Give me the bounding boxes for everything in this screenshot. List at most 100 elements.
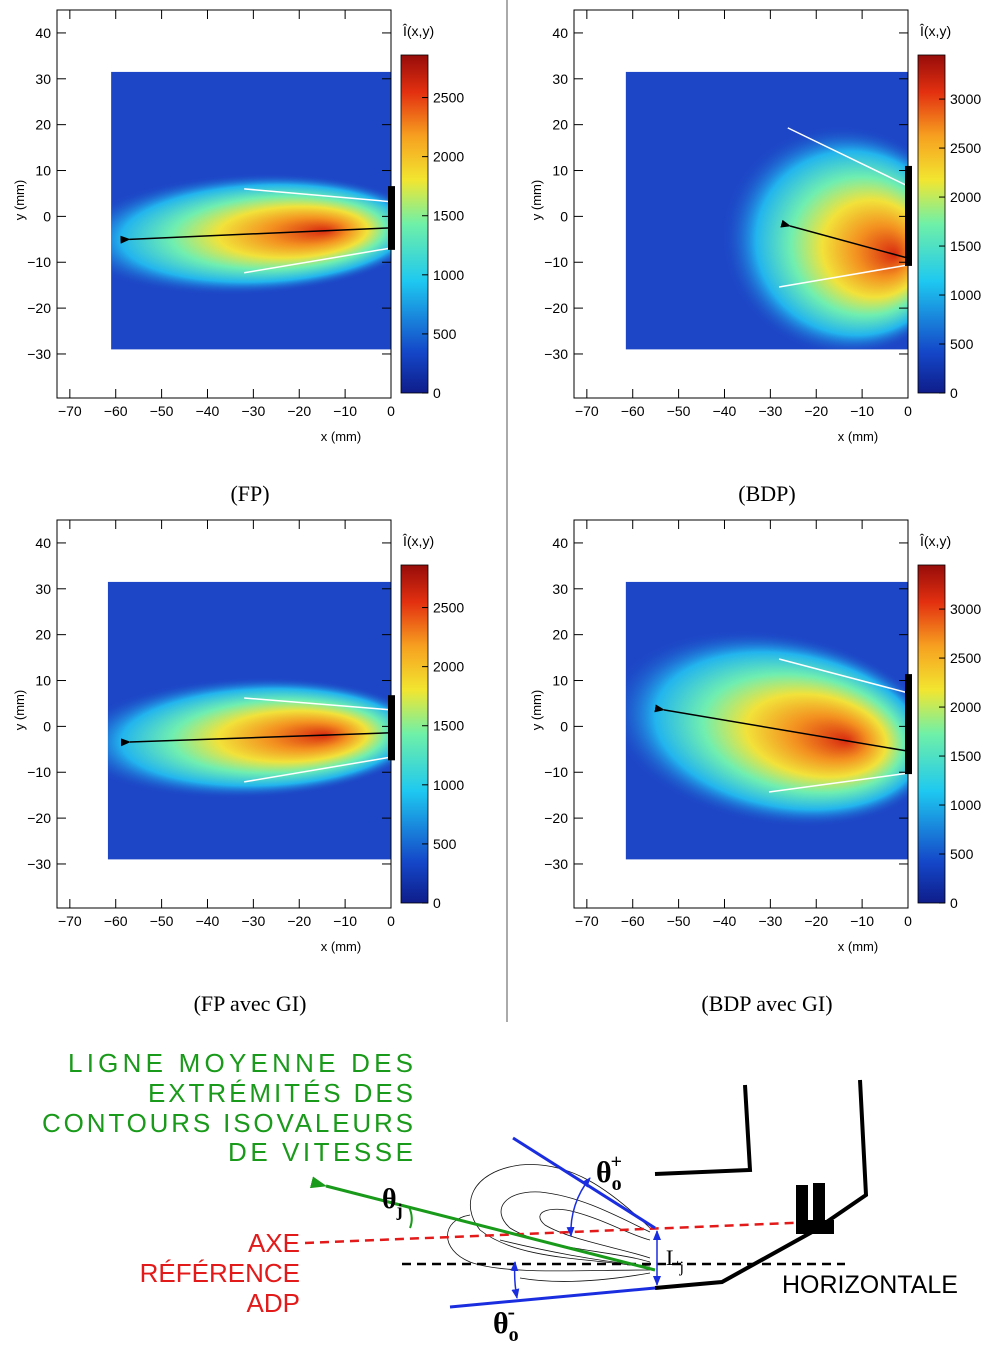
colorbar-tick-label: 2000 bbox=[950, 699, 981, 715]
y-tick-label: −20 bbox=[544, 810, 568, 826]
colorbar-tick-label: 0 bbox=[950, 895, 958, 911]
x-tick-label: −60 bbox=[621, 913, 645, 929]
colorbar-tick-label: 2500 bbox=[950, 650, 981, 666]
horizontal-label: HORIZONTALE bbox=[782, 1271, 958, 1299]
label-line: DE VITESSE bbox=[228, 1137, 413, 1167]
colorbar-label: Î(x,y) bbox=[402, 23, 434, 39]
colorbar-tick-label: 2500 bbox=[950, 140, 981, 156]
boundary-line bbox=[778, 264, 909, 288]
heatmap-panel: −70 −60 −50 −40 −30 −20 −10 0 40 30 20 10 0 −10 −20 −30… bbox=[529, 519, 981, 1016]
colorbar-tick-label: 500 bbox=[950, 846, 974, 862]
y-tick-label: −30 bbox=[544, 856, 568, 872]
frame bbox=[56, 519, 392, 909]
colorbar bbox=[400, 564, 429, 904]
colorbar-tick-label: 3000 bbox=[950, 91, 981, 107]
theta-j-arc bbox=[408, 1206, 413, 1229]
y-tick-label: −30 bbox=[27, 346, 51, 362]
theta-o-plus: θo+ bbox=[596, 1151, 622, 1195]
colorbar-tick-label: 0 bbox=[433, 385, 441, 401]
colorbar-tick-label: 1000 bbox=[433, 267, 464, 283]
x-tick-label: −40 bbox=[713, 913, 737, 929]
frame bbox=[56, 9, 392, 399]
colorbar-tick-label: 2000 bbox=[433, 149, 464, 165]
y-tick-label: 30 bbox=[35, 71, 51, 87]
y-tick-label: 0 bbox=[43, 718, 51, 734]
theta-o-minus: θo- bbox=[493, 1299, 519, 1345]
caption: (BDP avec GI) bbox=[701, 991, 832, 1016]
y-tick-label: 30 bbox=[552, 71, 568, 87]
label-line: EXTRÉMITÉS DES bbox=[148, 1078, 413, 1108]
y-tick-label: 20 bbox=[35, 117, 51, 133]
symbol: θ bbox=[382, 1184, 397, 1215]
x-tick-label: −10 bbox=[333, 403, 357, 419]
superscript: - bbox=[508, 1299, 515, 1324]
y-tick-label: −20 bbox=[27, 810, 51, 826]
boundary-line bbox=[787, 127, 909, 187]
label-line: CONTOURS ISOVALEURS bbox=[42, 1108, 413, 1138]
colorbar-tick-label: 500 bbox=[433, 836, 457, 852]
colorbar-tick-label: 500 bbox=[950, 336, 974, 352]
x-tick-label: 0 bbox=[904, 913, 912, 929]
subscript: j bbox=[396, 1200, 403, 1220]
jet-arrow bbox=[120, 227, 392, 244]
caption: (FP) bbox=[230, 481, 269, 506]
y-tick-label: 10 bbox=[35, 673, 51, 689]
x-tick-label: −40 bbox=[196, 913, 220, 929]
y-axis-label: y (mm) bbox=[529, 690, 544, 730]
x-tick-label: −50 bbox=[667, 913, 691, 929]
colorbar-tick-label: 500 bbox=[433, 326, 457, 342]
colorbar-tick-label: 1000 bbox=[433, 777, 464, 793]
x-tick-label: −50 bbox=[667, 403, 691, 419]
x-tick-label: −70 bbox=[58, 913, 82, 929]
colorbar bbox=[917, 564, 946, 904]
x-tick-label: −70 bbox=[575, 403, 599, 419]
theta-j: θj bbox=[382, 1184, 403, 1220]
caption: (FP avec GI) bbox=[194, 991, 307, 1016]
y-tick-label: 0 bbox=[43, 208, 51, 224]
jet-arrow bbox=[654, 704, 909, 752]
y-tick-label: 40 bbox=[552, 25, 568, 41]
y-tick-label: 30 bbox=[552, 581, 568, 597]
colorbar-tick-label: 1500 bbox=[950, 748, 981, 764]
colorbar-tick-label: 2500 bbox=[433, 600, 464, 616]
heatmap-panel: −70 −60 −50 −40 −30 −20 −10 0 40 30 20 10 0 −10 −20 −30… bbox=[12, 519, 464, 1016]
colorbar-tick-label: 1500 bbox=[433, 208, 464, 224]
symbol: θ bbox=[596, 1156, 612, 1189]
colorbar-label: Î(x,y) bbox=[919, 23, 951, 39]
colorbar-tick-label: 1500 bbox=[433, 718, 464, 734]
x-tick-label: −40 bbox=[196, 403, 220, 419]
caption: (BDP) bbox=[738, 481, 795, 506]
symbol: L bbox=[666, 1245, 679, 1270]
label-line: LIGNE MOYENNE DES bbox=[68, 1048, 413, 1078]
x-tick-label: −10 bbox=[333, 913, 357, 929]
nozzle bbox=[654, 1079, 869, 1290]
y-tick-label: 30 bbox=[35, 581, 51, 597]
colorbar-label: Î(x,y) bbox=[402, 533, 434, 549]
lower-boundary bbox=[449, 1286, 656, 1309]
x-tick-label: −30 bbox=[758, 913, 782, 929]
mean-line bbox=[309, 1176, 656, 1272]
charts: −70 −60 −50 −40 −30 −20 −10 0 40 30 20 10 0 −10 −20 −30… bbox=[12, 9, 981, 1016]
y-tick-label: 0 bbox=[560, 718, 568, 734]
colorbar-tick-label: 0 bbox=[433, 895, 441, 911]
boundary-line bbox=[244, 188, 392, 203]
subscript: o bbox=[612, 1173, 622, 1195]
y-tick-label: −10 bbox=[544, 764, 568, 780]
y-tick-label: 20 bbox=[552, 117, 568, 133]
y-axis-label: y (mm) bbox=[12, 690, 27, 730]
y-tick-label: 40 bbox=[35, 535, 51, 551]
theta-o-minus-arc bbox=[510, 1261, 520, 1299]
label-line: ADP bbox=[247, 1288, 300, 1318]
y-tick-label: 10 bbox=[552, 163, 568, 179]
y-tick-label: −20 bbox=[27, 300, 51, 316]
frame bbox=[573, 519, 909, 909]
x-tick-label: −20 bbox=[287, 403, 311, 419]
x-tick-label: −20 bbox=[287, 913, 311, 929]
boundary-line bbox=[768, 772, 909, 793]
x-tick-label: −70 bbox=[575, 913, 599, 929]
x-axis-label: x (mm) bbox=[838, 939, 878, 954]
x-tick-label: −10 bbox=[850, 913, 874, 929]
frame bbox=[573, 9, 909, 399]
x-tick-label: −30 bbox=[241, 403, 265, 419]
